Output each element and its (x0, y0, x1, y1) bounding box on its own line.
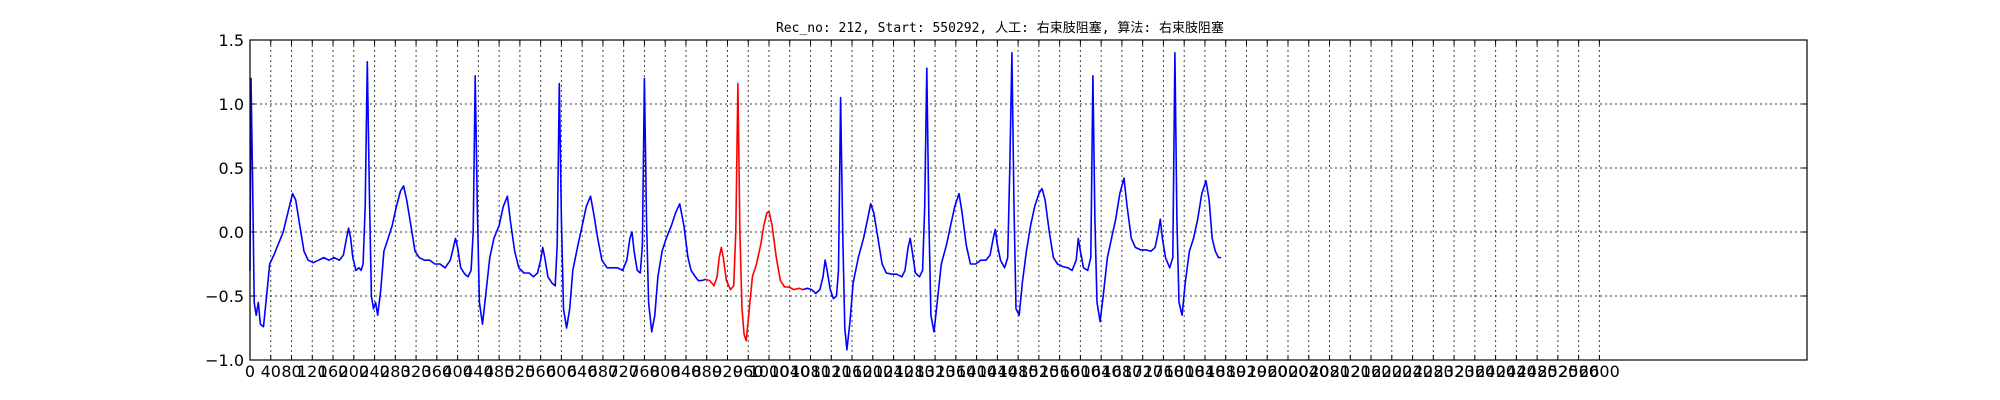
x-tick-label: 2440 (1496, 362, 1537, 381)
x-tick-label: 520 (505, 362, 536, 381)
x-tick-label: 0 (245, 362, 255, 381)
x-tick-label: 40 (261, 362, 281, 381)
x-tick-label: 600 (546, 362, 577, 381)
x-tick-label: 1200 (852, 362, 893, 381)
x-tick-label: 920 (712, 362, 743, 381)
x-tick-label: 200 (339, 362, 370, 381)
x-tick-label: 280 (380, 362, 411, 381)
x-tick-label: 1720 (1122, 362, 1163, 381)
x-tick-label: 2280 (1413, 362, 1454, 381)
axis-ticks: −1.0 −0.5 0.0 0.5 1.0 1.5 0 40 80120160200240280… (205, 31, 1807, 381)
x-tick-label: 160 (318, 362, 349, 381)
x-tick-label: 320 (401, 362, 432, 381)
x-tick-label: 2360 (1454, 362, 1495, 381)
x-tick-label: 1000 (749, 362, 790, 381)
data-series (249, 52, 1222, 351)
x-tick-label: 640 (567, 362, 598, 381)
x-tick-label: 400 (442, 362, 473, 381)
x-tick-label: 1520 (1019, 362, 1060, 381)
ecg-trace (249, 61, 707, 333)
x-tick-label: 1120 (811, 362, 852, 381)
x-tick-label: 1320 (915, 362, 956, 381)
x-tick-label: 560 (525, 362, 556, 381)
x-tick-label: 1680 (1102, 362, 1143, 381)
y-tick-label: −1.0 (205, 351, 244, 370)
x-tick-label: 2240 (1392, 362, 1433, 381)
x-tick-label: 840 (671, 362, 702, 381)
x-tick-label: 1880 (1205, 362, 1246, 381)
x-tick-label: 1920 (1226, 362, 1267, 381)
x-tick-label: 720 (608, 362, 639, 381)
x-tick-label: 2160 (1351, 362, 1392, 381)
x-tick-label: 1560 (1039, 362, 1080, 381)
x-tick-label: 80 (281, 362, 301, 381)
x-tick-label: 880 (691, 362, 722, 381)
x-tick-label: 1240 (873, 362, 914, 381)
x-tick-label: 1480 (998, 362, 1039, 381)
x-tick-label: 360 (422, 362, 453, 381)
x-tick-label: 2200 (1371, 362, 1412, 381)
chart-title: Rec_no: 212, Start: 550292, 人工: 右束肢阻塞, 算… (776, 20, 1224, 36)
x-tick-label: 1760 (1143, 362, 1184, 381)
grid-lines (250, 40, 1807, 360)
x-tick-label: 2400 (1475, 362, 1516, 381)
x-tick-label: 1800 (1164, 362, 1205, 381)
x-tick-label: 2520 (1538, 362, 1579, 381)
x-tick-label: 2480 (1517, 362, 1558, 381)
x-tick-label: 2600 (1579, 362, 1620, 381)
y-tick-label: 1.0 (219, 95, 244, 114)
x-tick-label: 1080 (790, 362, 831, 381)
x-tick-label: 1360 (935, 362, 976, 381)
x-tick-label: 2320 (1434, 362, 1475, 381)
x-tick-label: 680 (588, 362, 619, 381)
x-tick-label: 480 (484, 362, 515, 381)
y-tick-label: −0.5 (205, 287, 244, 306)
x-tick-label: 1280 (894, 362, 935, 381)
y-tick-label: 1.5 (219, 31, 244, 50)
y-tick-label: 0.0 (219, 223, 244, 242)
x-tick-label: 1400 (956, 362, 997, 381)
x-tick-label: 440 (463, 362, 494, 381)
x-tick-label: 1040 (769, 362, 810, 381)
x-tick-label: 2080 (1309, 362, 1350, 381)
x-tick-label: 960 (733, 362, 764, 381)
y-tick-label: 0.5 (219, 159, 244, 178)
x-tick-label: 1840 (1185, 362, 1226, 381)
ecg-trace (704, 82, 804, 342)
ecg-trace (801, 52, 1222, 351)
x-tick-label: 2040 (1288, 362, 1329, 381)
x-tick-label: 120 (297, 362, 328, 381)
x-tick-label: 2560 (1558, 362, 1599, 381)
x-tick-label: 760 (629, 362, 660, 381)
x-tick-label: 2000 (1268, 362, 1309, 381)
x-tick-label: 1600 (1060, 362, 1101, 381)
x-tick-label: 1640 (1081, 362, 1122, 381)
x-tick-label: 800 (650, 362, 681, 381)
x-tick-label: 240 (359, 362, 390, 381)
x-tick-label: 1440 (977, 362, 1018, 381)
plot-area-frame (249, 39, 1808, 361)
x-tick-label: 1960 (1247, 362, 1288, 381)
x-tick-label: 2120 (1330, 362, 1371, 381)
x-tick-label: 1160 (832, 362, 873, 381)
